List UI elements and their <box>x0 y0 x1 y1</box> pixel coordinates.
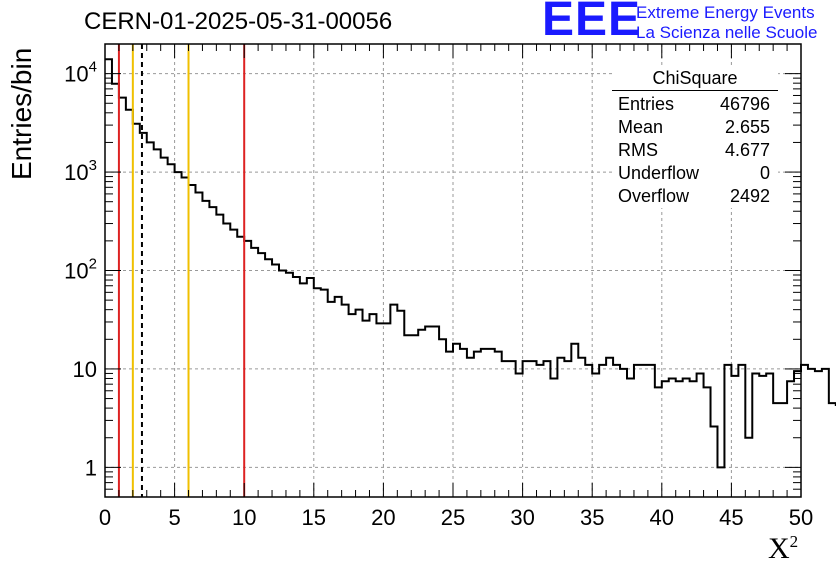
stats-value: 2.655 <box>724 117 770 137</box>
logo-subtitle-1: Extreme Energy Events <box>636 3 815 22</box>
stats-box: ChiSquare Entries 46796 Mean 2.655 RMS 4.677 U… <box>612 68 778 208</box>
stats-value: 2492 <box>729 186 770 206</box>
y-tick-label: 104 <box>64 59 97 87</box>
stats-row-entries: Entries 46796 <box>612 93 778 116</box>
stats-row-mean: Mean 2.655 <box>612 116 778 139</box>
y-tick-label: 10 <box>73 357 97 382</box>
histogram-series <box>105 58 836 469</box>
x-tick-label: 20 <box>371 505 395 530</box>
x-tick-label: 45 <box>719 505 743 530</box>
x-tick-label: 40 <box>650 505 674 530</box>
stats-row-rms: RMS 4.677 <box>612 139 778 162</box>
x-tick-label: 35 <box>580 505 604 530</box>
x-axis-label-main: X <box>768 532 790 565</box>
y-tick-label: 1 <box>85 455 97 480</box>
chart-title: CERN-01-2025-05-31-00056 <box>84 8 393 35</box>
eee-logo: EEE <box>542 0 642 46</box>
stats-value: 4.677 <box>724 140 770 160</box>
stats-label: Mean <box>618 117 664 137</box>
stats-value: 0 <box>759 163 770 183</box>
stats-row-underflow: Underflow 0 <box>612 162 778 185</box>
x-axis-label: X2 <box>768 532 798 566</box>
stats-label: Entries <box>618 94 675 114</box>
x-tick-label: 50 <box>789 505 813 530</box>
logo-subtitle-2: La Scienza nelle Scuole <box>636 23 818 42</box>
x-tick-label: 30 <box>510 505 534 530</box>
x-tick-label: 5 <box>168 505 180 530</box>
y-tick-label: 103 <box>64 157 97 185</box>
x-tick-label: 0 <box>99 505 111 530</box>
stats-title: ChiSquare <box>612 68 778 91</box>
stats-label: Underflow <box>618 163 700 183</box>
stats-rows: Entries 46796 Mean 2.655 RMS 4.677 Underflow 0 O… <box>612 93 778 208</box>
x-tick-label: 10 <box>232 505 256 530</box>
stats-row-overflow: Overflow 2492 <box>612 185 778 208</box>
x-tick-label: 25 <box>441 505 465 530</box>
stats-label: RMS <box>618 140 658 160</box>
y-tick-label: 102 <box>64 256 97 284</box>
stats-value: 46796 <box>719 94 770 114</box>
stats-label: Overflow <box>618 186 690 206</box>
x-axis-label-sup: 2 <box>789 532 799 551</box>
x-tick-label: 15 <box>302 505 326 530</box>
